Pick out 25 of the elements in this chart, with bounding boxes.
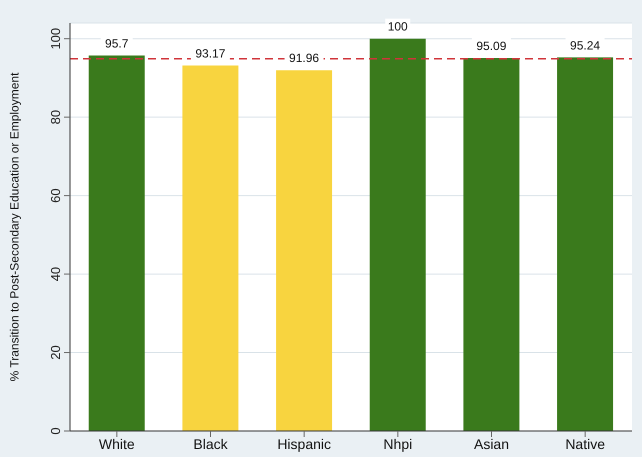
y-tick-label: 80 — [48, 110, 63, 124]
data-label: 93.17 — [195, 46, 226, 60]
x-tick-label: White — [98, 436, 135, 452]
data-label: 95.7 — [105, 36, 129, 51]
y-tick-label: 60 — [48, 188, 63, 203]
x-tick-label: Black — [193, 436, 229, 452]
bar — [276, 70, 332, 431]
bar — [182, 65, 238, 431]
data-label: 95.24 — [570, 38, 600, 52]
x-tick-label: Native — [565, 436, 606, 452]
y-tick-label: 40 — [48, 266, 63, 282]
data-label: 91.96 — [289, 51, 320, 66]
bar — [463, 58, 520, 431]
x-tick-label: Asian — [474, 436, 510, 452]
y-tick-label: 0 — [48, 427, 63, 435]
bar — [370, 38, 426, 431]
y-tick-label: 20 — [48, 345, 63, 360]
data-label: 95.09 — [476, 38, 507, 53]
x-tick-label: Nhpi — [383, 436, 412, 452]
bar — [557, 57, 614, 431]
data-label: 100 — [388, 20, 408, 34]
y-axis-title: % Transition to Post-Secondary Education or Employment — [7, 72, 22, 382]
bar — [88, 56, 145, 431]
y-tick-label: 100 — [48, 28, 63, 50]
x-tick-label: Hispanic — [277, 436, 332, 452]
